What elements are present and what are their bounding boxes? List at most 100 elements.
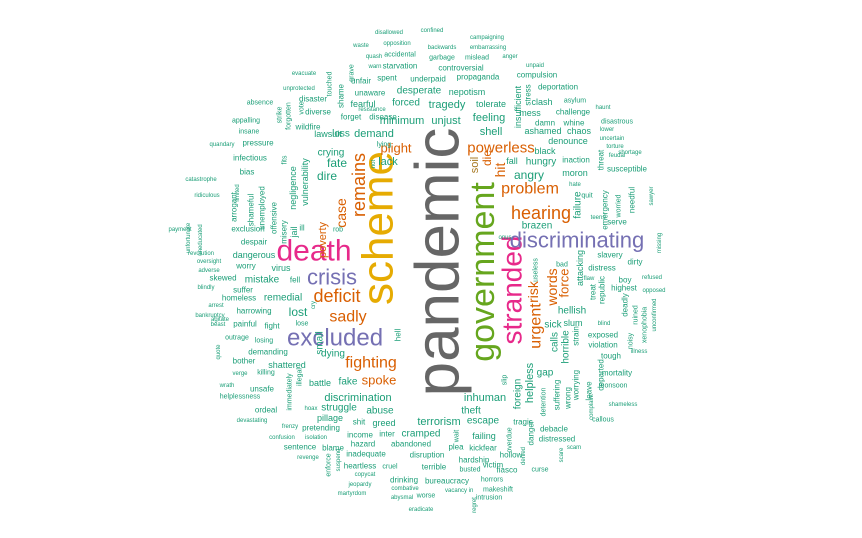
word-shortage: shortage	[618, 150, 642, 156]
word-government: government	[464, 182, 502, 362]
word-tough: tough	[601, 352, 621, 361]
word-remains: remains	[349, 153, 369, 217]
word-illness: illness	[631, 349, 648, 355]
word-bureaucracy: bureaucracy	[425, 477, 469, 486]
word-tolerate: tolerate	[476, 99, 506, 109]
word-hazard: hazard	[351, 440, 375, 449]
word-danger: danger	[527, 420, 536, 445]
word-misery: misery	[280, 220, 289, 244]
word-agitate: agitate	[211, 317, 230, 323]
word-disease: disease	[369, 113, 397, 122]
word-theft: theft	[461, 406, 481, 417]
word-copycat: copycat	[355, 472, 376, 478]
word-absence: absence	[247, 100, 274, 107]
word-offensive: offensive	[270, 202, 279, 234]
word-mortality: mortality	[602, 369, 632, 378]
word-hoax: hoax	[304, 406, 317, 412]
word-lower: lower	[600, 127, 614, 133]
word-heartless: heartless	[344, 462, 376, 471]
word-unpaid: unpaid	[526, 63, 544, 69]
word-poverty: poverty	[317, 221, 329, 258]
word-useless: useless	[533, 258, 540, 282]
word-forget: forget	[341, 113, 362, 122]
word-onus: onus	[498, 235, 511, 241]
word-beast: beast	[211, 322, 226, 328]
word-torture: torture	[606, 144, 624, 150]
word-suffering: suffering	[553, 380, 562, 411]
word-fell: fell	[290, 276, 300, 285]
word-deadly: deadly	[621, 293, 630, 317]
word-distress: distress	[588, 264, 616, 273]
word-despair: despair	[241, 238, 268, 247]
word-unconfirmed: unconfirmed	[652, 298, 658, 331]
word-unprotected: unprotected	[283, 86, 315, 92]
word-quandary: quandary	[209, 142, 234, 148]
word-dying: dying	[321, 349, 345, 360]
word-losing: losing	[255, 338, 273, 345]
word-propaganda: propaganda	[457, 73, 500, 82]
word-curse: curse	[531, 467, 548, 474]
word-helpless: helpless	[524, 362, 536, 403]
word-hollow: hollow	[500, 451, 523, 460]
word-angry: angry	[514, 168, 544, 182]
word-spoke: spoke	[362, 373, 397, 388]
word-unsafe: unsafe	[250, 385, 275, 394]
word-blindly: blindly	[197, 285, 214, 291]
word-immediately: immediately	[287, 373, 294, 411]
word-failure: failure	[573, 191, 584, 219]
word-susceptible: susceptible	[607, 165, 648, 174]
word-complaint: complaint	[589, 394, 595, 420]
word-foreign: foreign	[513, 379, 524, 410]
word-failing: failing	[472, 431, 496, 441]
word-hellish: hellish	[558, 306, 586, 317]
word-slip: slip	[502, 375, 509, 386]
word-devastating: devastating	[237, 418, 268, 424]
word-discriminating: discriminating	[510, 228, 645, 253]
word-missing: missing	[657, 233, 663, 253]
word-evacuate: evacuate	[292, 71, 317, 77]
word-small: small	[315, 331, 326, 354]
word-deficit: deficit	[313, 286, 360, 306]
word-outrage: outrage	[225, 335, 249, 342]
word-crisis: crisis	[307, 265, 357, 290]
word-forgotten: forgotten	[286, 102, 293, 130]
word-pillage: pillage	[317, 413, 343, 423]
word-resistance: resistance	[358, 107, 386, 113]
word-hearing: hearing	[511, 203, 571, 223]
word-treat: treat	[589, 283, 598, 300]
word-grave: grave	[349, 64, 356, 82]
word-horrible: horrible	[561, 330, 572, 364]
word-fighting: fighting	[345, 355, 397, 372]
word-skewed: skewed	[209, 274, 236, 283]
word-sawyer: sawyer	[649, 186, 655, 205]
word-fiasco: fiasco	[497, 466, 518, 475]
word-noisy: noisy	[628, 332, 635, 349]
word-sick: sick	[544, 320, 562, 331]
word-fearful: fearful	[350, 99, 375, 109]
word-quash: quash	[366, 54, 382, 60]
word-shit: shit	[353, 418, 366, 427]
word-confusion: confusion	[269, 435, 295, 441]
word-exposed: exposed	[588, 331, 618, 340]
word-clash: clash	[531, 97, 552, 107]
word-vacancy: vacancy	[445, 488, 467, 494]
word-loss: loss	[332, 129, 350, 140]
word-serve: serve	[607, 218, 627, 227]
word-homeless: homeless	[222, 294, 256, 303]
word-ill: ill	[299, 224, 305, 233]
word-overdue: overdue	[507, 427, 514, 452]
word-unemployed: unemployed	[258, 186, 267, 230]
word-worrying: worrying	[572, 370, 581, 401]
word-ashamed: ashamed	[524, 126, 561, 136]
word-moron: moron	[562, 168, 588, 178]
word-lost: lost	[289, 305, 308, 319]
word-in: in	[469, 488, 474, 494]
word-arrest: arrest	[208, 303, 224, 309]
word-horrors: horrors	[481, 477, 504, 484]
word-plight: plight	[380, 141, 411, 156]
word-opposed: opposed	[642, 288, 665, 294]
word-vulnerability: vulnerability	[300, 158, 310, 206]
word-appalling: appalling	[232, 118, 260, 125]
word-arrogant: arrogant	[230, 191, 239, 222]
word-damn: damn	[535, 119, 555, 128]
